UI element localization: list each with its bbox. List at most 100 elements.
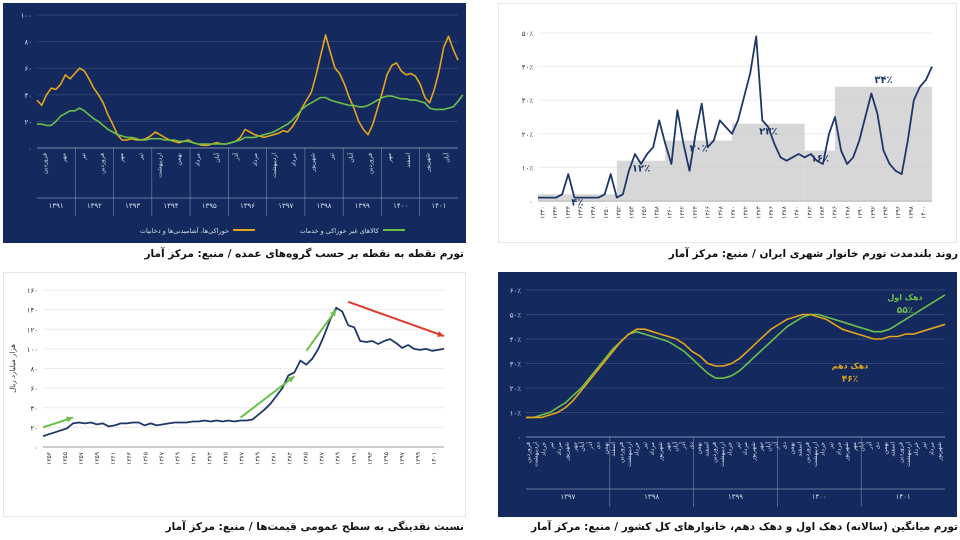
year-label: ۱۳۹۱ [49, 202, 64, 210]
year-label: ۱۳۹۹ [728, 493, 743, 501]
x-tick-label: اسفند [405, 153, 412, 168]
chart-background [3, 272, 466, 517]
legend-label: خوراکی‌ها، آشامیدنی‌ها و دخانیات [140, 226, 229, 235]
y-tick-label: ۳۰٪ [510, 361, 522, 369]
y-tick-label: ۲۰ [30, 424, 38, 432]
x-tick-label: مهر [851, 442, 858, 452]
x-tick-label: مرداد [928, 442, 935, 456]
x-tick-label: آبان [212, 153, 221, 163]
x-tick-label: ۱۳۸۲ [806, 206, 813, 219]
x-tick-label: آذر [771, 442, 780, 451]
x-tick-label: فروردین [367, 153, 374, 174]
x-tick-label: خرداد [913, 442, 920, 456]
x-tick-label: آبان [577, 442, 586, 452]
year-label: ۱۳۹۹ [355, 202, 370, 210]
x-tick-label: خرداد [540, 442, 547, 456]
x-tick-label: فروردین [897, 442, 904, 463]
x-tick-label: مهر [665, 442, 672, 452]
trend-arrow [239, 375, 295, 419]
x-tick-label: بهمن [602, 442, 609, 455]
x-tick-label: خرداد [820, 442, 827, 456]
series-line [42, 306, 445, 438]
x-tick-label: ۱۳۸۹ [335, 452, 342, 465]
y-tick-label: ۵۰٪ [522, 30, 534, 38]
x-tick-label: ۱۳۶۹ [174, 452, 181, 465]
x-tick-label: ۱۴۰۰ [921, 206, 928, 219]
y-tick-label: ۱۰٪ [510, 410, 522, 418]
trend-arrow-head [437, 331, 444, 337]
x-tick-label: مهر [571, 442, 578, 452]
x-tick-label: دی [688, 442, 695, 450]
x-tick-label: ۱۳۵۷ [78, 451, 85, 465]
x-tick-label: ۱۳۸۴ [819, 206, 826, 219]
x-tick-label: شهریور [564, 442, 571, 462]
x-tick-label: مرداد [556, 442, 563, 456]
x-tick-label: آبان [763, 442, 772, 452]
series-line [37, 94, 464, 145]
x-tick-label: ۱۳۹۷ [399, 451, 406, 465]
x-tick-label: آذر [585, 442, 594, 451]
y-tick-label: ۰ [28, 145, 32, 153]
y-tick-label: ۳۰٪ [522, 97, 534, 105]
panel-top-right: ۰ ۱۰٪ ۲۰٪ ۳۰٪ ۴۰٪ ۵۰٪ ۱۳۴۰ ۱۳۴۲ ۱۳۴۴ ۱۳۴۶ ۱۳۴۸ ۱۳۵۰… [498, 3, 957, 243]
x-tick-label: فروردین [804, 442, 811, 463]
x-tick-label: ۱۳۷۸ [781, 205, 788, 219]
x-tick-label: تیر [734, 442, 741, 450]
x-tick-label: آذر [678, 442, 687, 451]
x-tick-label: خرداد [727, 442, 734, 456]
x-tick-label: ۱۳۵۴ [628, 206, 635, 219]
x-tick-label: مهر [758, 442, 765, 452]
x-tick-label: ۱۳۶۱ [110, 452, 117, 465]
series-name-label: دهک اول [887, 293, 922, 302]
trend-arrow [347, 300, 445, 338]
x-tick-label: ۱۳۹۴ [883, 206, 890, 219]
band-label: ۲۰٪ [689, 144, 707, 155]
caption-bottom-right: تورم میانگین (سالانه) دهک اول و دهک دهم،… [531, 521, 958, 533]
y-tick-label: ۶۰ [30, 385, 38, 393]
x-tick-label: مرداد [649, 442, 656, 456]
x-tick-label: مرداد [252, 153, 259, 167]
y-tick-label: ۱۴۰ [27, 307, 38, 315]
chart-background [498, 272, 957, 517]
x-tick-label: ۱۳۸۳ [287, 451, 294, 465]
year-label: ۱۳۹۸ [317, 202, 332, 210]
x-tick-label: اسفند [890, 442, 897, 457]
x-tick-label: بهمن [696, 442, 703, 455]
x-tick-label: بهمن [789, 442, 796, 455]
x-tick-label: دی [874, 442, 881, 450]
chart-decile-inflation: ۰۱۰٪۲۰٪۳۰٪۴۰٪۵۰٪۶۰٪فروردین اردیبهشت خرداد ت… [498, 272, 957, 517]
trend-arrow [305, 309, 338, 352]
x-tick-label: فروردین [99, 153, 106, 174]
x-tick-label: ۱۳۷۹ [255, 452, 262, 465]
x-tick-label: ۱۳۵۸ [654, 205, 661, 219]
panel-bottom-right: ۰ ۱۰٪ ۲۰٪ ۳۰٪ ۴۰٪ ۵۰٪ ۶۰٪ فروردین اردیبهشت خرداد ت… [498, 272, 957, 517]
series-line [538, 35, 933, 199]
x-tick-label: ۱۳۶۵ [142, 452, 149, 465]
x-tick-label: اردیبهشت [156, 153, 163, 178]
x-tick-label: ۱۳۶۸ [717, 205, 724, 219]
series-value-label: ۵۵٪ [897, 306, 913, 316]
x-tick-label: اردیبهشت [271, 153, 278, 178]
y-tick-label: ۶۰ [24, 65, 32, 73]
x-tick-label: ۱۳۹۳ [367, 451, 374, 465]
year-label: ۱۳۹۸ [644, 493, 659, 501]
x-tick-label: مهر [118, 153, 125, 163]
x-tick-label: تیر [921, 442, 928, 450]
x-tick-label: ۱۳۹۱ [351, 452, 358, 465]
x-tick-label: فروردین [42, 153, 49, 174]
x-tick-label: اردیبهشت [719, 442, 726, 467]
period-average-band [616, 160, 666, 201]
y-tick-label: ۱۲۰ [27, 326, 38, 334]
y-tick-label: ۴۰٪ [522, 64, 534, 72]
y-tick-label: ۲۰ [24, 118, 32, 126]
x-tick-label: تیر [641, 442, 648, 450]
y-axis-title: هزار میلیارد ریال [9, 344, 17, 393]
x-tick-label: ۱۴۰۱ [431, 452, 438, 465]
year-label: ۱۴۰۱ [896, 493, 911, 501]
x-tick-label: دی [595, 442, 602, 450]
x-tick-label: آذر [864, 442, 873, 451]
period-average-band [665, 140, 732, 201]
year-label: ۱۴۰۰ [393, 202, 408, 210]
x-tick-label: شهریور [657, 442, 664, 462]
y-tick-label: ۲۰٪ [522, 131, 534, 139]
